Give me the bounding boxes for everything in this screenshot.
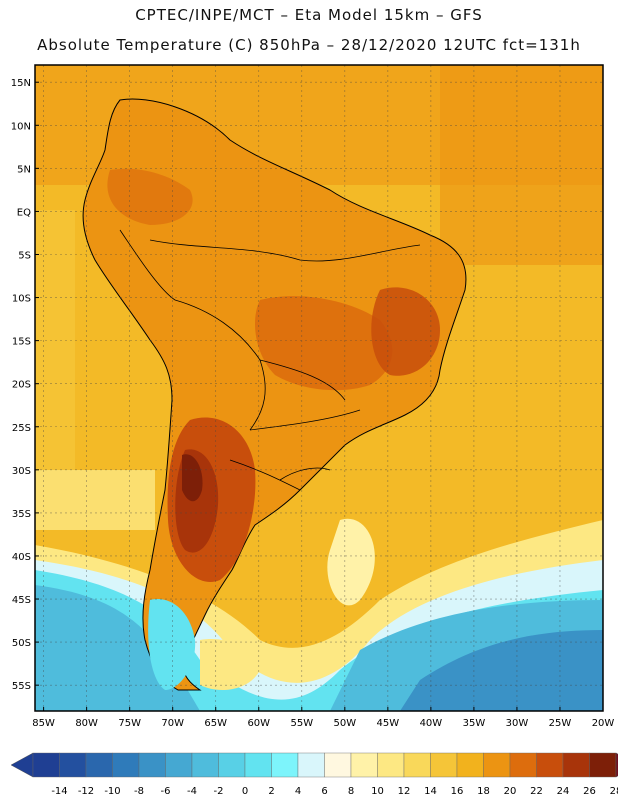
- legend-label: -8: [134, 786, 144, 797]
- legend-color-box: [32, 752, 60, 778]
- legend-label: -14: [51, 786, 67, 797]
- legend-color-box: [297, 752, 325, 778]
- legend-color-box: [509, 752, 537, 778]
- legend-label: -4: [187, 786, 197, 797]
- legend-color-box: [85, 752, 113, 778]
- field-pacific-cool: [35, 470, 155, 530]
- legend-color-box: [430, 752, 458, 778]
- legend-label: 18: [477, 786, 490, 797]
- lon-label: 30W: [506, 718, 529, 729]
- legend-color-box: [536, 752, 564, 778]
- field-atlantic-cool-patch: [327, 518, 375, 606]
- field-pacific-band: [35, 210, 75, 470]
- lat-label: 10S: [12, 294, 31, 305]
- legend-label: -12: [78, 786, 94, 797]
- legend-label: 16: [451, 786, 464, 797]
- legend-color-box: [218, 752, 246, 778]
- field-colombia-warm: [107, 168, 193, 225]
- legend-color-box: [112, 752, 140, 778]
- legend-label: 14: [424, 786, 437, 797]
- lat-label: 50S: [12, 638, 31, 649]
- lat-label: 25S: [12, 423, 31, 434]
- legend-color-box: [165, 752, 193, 778]
- lat-label: 30S: [12, 466, 31, 477]
- lat-label: 15N: [11, 78, 31, 89]
- legend-color-box: [244, 752, 272, 778]
- field-colder-atlantic: [400, 630, 603, 711]
- field-atlantic-warm: [440, 65, 603, 265]
- lon-label: 50W: [334, 718, 357, 729]
- lon-label: 45W: [377, 718, 400, 729]
- legend-min-arrow: [10, 752, 34, 778]
- lon-label: 65W: [204, 718, 227, 729]
- legend-label: 6: [321, 786, 327, 797]
- lon-label: 20W: [592, 718, 615, 729]
- legend-label: 28: [610, 786, 618, 797]
- legend-color-box: [350, 752, 378, 778]
- lon-label: 80W: [75, 718, 98, 729]
- legend-color-box: [324, 752, 352, 778]
- legend-color-box: [403, 752, 431, 778]
- legend-color-box: [191, 752, 219, 778]
- field-argentina-hottest: [182, 454, 203, 502]
- lat-label: EQ: [17, 207, 31, 218]
- country-borders: [119, 229, 421, 491]
- latitude-labels: 15N 10N 5N EQ 5S 10S 15S 20S 25S 30S 35S 40S 45S 50S 5…: [11, 78, 39, 692]
- lon-label: 25W: [549, 718, 572, 729]
- lon-label: 85W: [32, 718, 55, 729]
- legend-label: -10: [104, 786, 120, 797]
- legend-color-box: [377, 752, 405, 778]
- legend-color-box: [483, 752, 511, 778]
- lon-label: 70W: [161, 718, 184, 729]
- legend-label: 10: [371, 786, 384, 797]
- legend-label: 24: [557, 786, 570, 797]
- lat-label: 10N: [11, 121, 31, 132]
- longitude-labels: 85W 80W 75W 70W 65W 60W 55W 50W 45W 40W 35W 30W 25W 2…: [32, 707, 614, 729]
- lon-label: 60W: [247, 718, 270, 729]
- color-legend: -14 -12 -10 -8 -6 -4 -2 0 2 4 6 8 10 12 14 16 18 20 22 24 26…: [10, 752, 618, 797]
- field-brazil-core: [255, 296, 393, 391]
- legend-label: 0: [242, 786, 248, 797]
- legend-label: 4: [295, 786, 301, 797]
- temperature-field: [35, 65, 603, 711]
- legend-label: 8: [348, 786, 354, 797]
- lat-label: 55S: [12, 681, 31, 692]
- lat-label: 5S: [18, 250, 31, 261]
- lat-label: 45S: [12, 595, 31, 606]
- legend-label: 22: [530, 786, 543, 797]
- lat-label: 15S: [12, 337, 31, 348]
- field-northeast-core: [371, 287, 440, 376]
- legend-label: -6: [161, 786, 171, 797]
- map-frame: [34, 64, 604, 712]
- legend-label: 12: [398, 786, 411, 797]
- legend-color-box: [589, 752, 617, 778]
- lat-label: 20S: [12, 380, 31, 391]
- field-patagonia-cool: [148, 599, 196, 690]
- lon-label: 35W: [463, 718, 486, 729]
- legend-label: 2: [268, 786, 274, 797]
- legend-color-box: [138, 752, 166, 778]
- lon-label: 75W: [118, 718, 141, 729]
- legend-color-box: [562, 752, 590, 778]
- legend-color-box: [59, 752, 87, 778]
- legend-label: 26: [583, 786, 596, 797]
- lat-label: 40S: [12, 552, 31, 563]
- lon-label: 55W: [290, 718, 313, 729]
- legend-color-box: [271, 752, 299, 778]
- legend-label: -2: [214, 786, 224, 797]
- lat-label: 35S: [12, 509, 31, 520]
- chart-title-line-1: CPTEC/INPE/MCT – Eta Model 15km – GFS: [135, 6, 483, 24]
- lon-label: 40W: [420, 718, 443, 729]
- field-tierra-del-fuego: [200, 639, 260, 690]
- legend-label: 20: [504, 786, 517, 797]
- legend-color-box: [456, 752, 484, 778]
- lat-label: 5N: [17, 164, 31, 175]
- chart-title-line-2: Absolute Temperature (C) 850hPa – 28/12/…: [37, 36, 581, 54]
